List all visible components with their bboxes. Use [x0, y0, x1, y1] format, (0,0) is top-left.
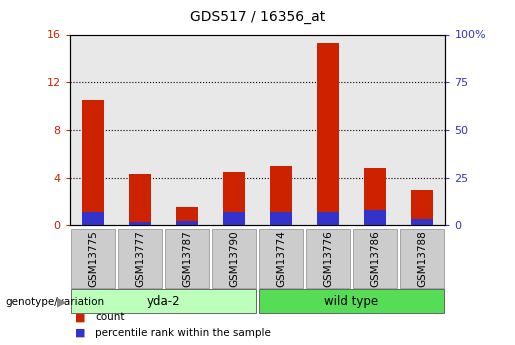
Bar — [224, 212, 245, 225]
Bar — [411, 189, 433, 225]
Text: GSM13776: GSM13776 — [323, 230, 333, 287]
Bar — [411, 219, 433, 225]
Bar — [177, 207, 198, 225]
Text: GSM13790: GSM13790 — [229, 230, 239, 287]
Bar — [270, 212, 291, 225]
Bar — [317, 212, 338, 225]
Bar — [270, 166, 291, 225]
Bar — [365, 168, 386, 225]
Bar — [177, 220, 198, 225]
Bar — [224, 171, 245, 225]
Text: count: count — [95, 313, 125, 322]
Text: yda-2: yda-2 — [147, 295, 180, 308]
Text: percentile rank within the sample: percentile rank within the sample — [95, 328, 271, 338]
Text: genotype/variation: genotype/variation — [5, 297, 104, 306]
Text: GSM13787: GSM13787 — [182, 230, 192, 287]
Text: ▶: ▶ — [57, 295, 66, 308]
Bar — [82, 212, 104, 225]
Text: ■: ■ — [75, 313, 85, 322]
Bar — [317, 43, 338, 225]
Text: GSM13788: GSM13788 — [417, 230, 427, 287]
Text: GSM13775: GSM13775 — [88, 230, 98, 287]
Bar — [365, 210, 386, 225]
Text: GDS517 / 16356_at: GDS517 / 16356_at — [190, 10, 325, 24]
Text: GSM13774: GSM13774 — [276, 230, 286, 287]
Text: GSM13786: GSM13786 — [370, 230, 380, 287]
Bar — [129, 174, 150, 225]
Text: ■: ■ — [75, 328, 85, 338]
Bar — [129, 222, 150, 225]
Bar — [82, 100, 104, 225]
Text: GSM13777: GSM13777 — [135, 230, 145, 287]
Text: wild type: wild type — [324, 295, 379, 308]
